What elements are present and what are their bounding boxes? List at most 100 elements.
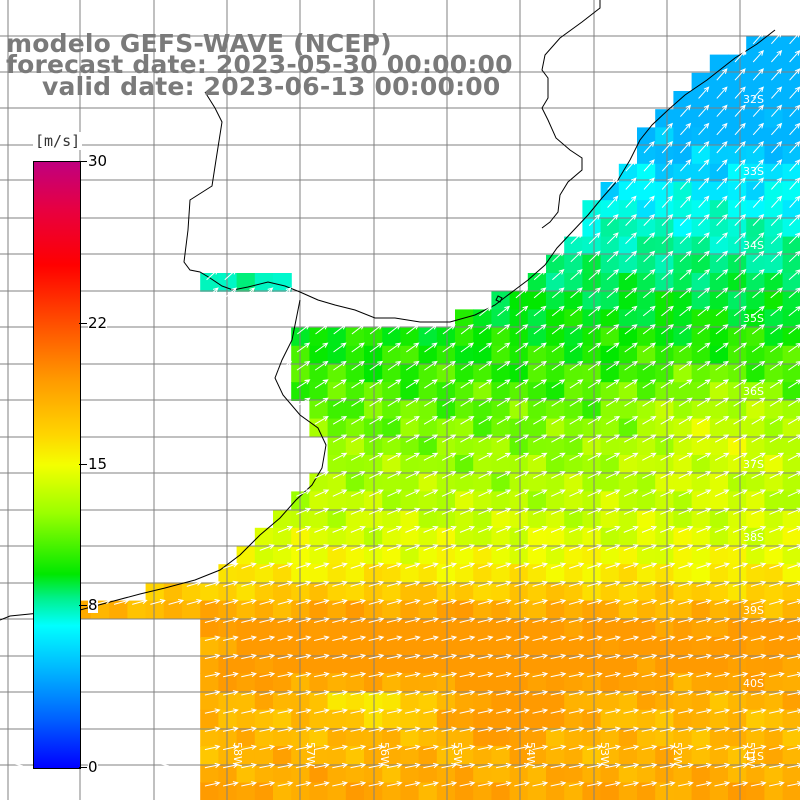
wind-arrow bbox=[206, 269, 219, 281]
wind-arrow bbox=[569, 397, 584, 407]
wind-arrow bbox=[641, 544, 658, 551]
wind-arrow bbox=[369, 471, 384, 479]
wind-cell bbox=[455, 618, 474, 638]
wind-cell bbox=[400, 746, 420, 765]
wind-cell bbox=[655, 746, 674, 765]
wind-arrow bbox=[332, 452, 348, 461]
wind-cell bbox=[582, 418, 602, 438]
wind-arrow bbox=[550, 671, 567, 678]
wind-arrow bbox=[277, 726, 294, 732]
wind-arrow bbox=[332, 489, 348, 497]
wind-arrow bbox=[714, 471, 730, 479]
wind-arrow bbox=[678, 471, 694, 479]
wind-arrow bbox=[333, 324, 347, 335]
wind-cell bbox=[145, 600, 165, 620]
wind-cell bbox=[345, 491, 365, 511]
wind-arrow bbox=[222, 762, 239, 769]
wind-arrow bbox=[369, 434, 384, 443]
wind-cell bbox=[218, 728, 238, 747]
wind-cell bbox=[455, 473, 474, 492]
wind-cell bbox=[728, 436, 747, 456]
wind-arrow bbox=[204, 671, 221, 678]
wind-cell bbox=[728, 509, 747, 529]
wind-arrow bbox=[678, 360, 693, 371]
wind-arrow bbox=[568, 708, 585, 714]
wind-cell bbox=[600, 309, 620, 329]
wind-arrow bbox=[678, 416, 693, 425]
wind-cell bbox=[691, 618, 711, 638]
wind-arrow bbox=[313, 726, 330, 732]
wind-cell bbox=[673, 527, 693, 547]
wind-cell bbox=[382, 400, 401, 420]
wind-cell bbox=[455, 564, 474, 583]
wind-cell bbox=[728, 728, 747, 747]
wind-cell bbox=[746, 655, 765, 674]
wind-cell bbox=[418, 691, 438, 711]
wind-cell bbox=[345, 546, 365, 565]
wind-cell bbox=[418, 546, 438, 565]
wind-arrow bbox=[442, 342, 456, 353]
wind-arrow bbox=[587, 434, 602, 443]
wind-arrow bbox=[680, 177, 692, 190]
wind-arrow bbox=[459, 671, 476, 678]
wind-arrow bbox=[605, 708, 622, 714]
wind-arrow bbox=[734, 213, 747, 226]
wind-arrow bbox=[241, 762, 258, 769]
wind-cell bbox=[200, 728, 219, 747]
wind-cell bbox=[728, 345, 747, 365]
wind-arrow bbox=[332, 653, 349, 660]
wind-arrow bbox=[677, 781, 694, 787]
wind-cell bbox=[637, 527, 656, 547]
wind-cell bbox=[655, 218, 674, 238]
wind-arrow bbox=[423, 599, 439, 605]
wind-cell bbox=[728, 254, 747, 274]
wind-arrow bbox=[186, 599, 203, 605]
wind-cell bbox=[600, 709, 620, 729]
wind-cell bbox=[764, 236, 784, 256]
wind-cell bbox=[509, 418, 529, 438]
wind-arrow bbox=[405, 599, 421, 605]
wind-arrow bbox=[697, 324, 711, 335]
wind-arrow bbox=[224, 269, 237, 281]
wind-arrow bbox=[515, 324, 529, 335]
wind-cell bbox=[455, 509, 474, 529]
wind-cell bbox=[200, 782, 219, 800]
wind-arrow bbox=[533, 379, 548, 389]
wind-arrow bbox=[295, 726, 312, 732]
wind-cell bbox=[254, 691, 274, 711]
wind-arrow bbox=[716, 86, 728, 99]
wind-arrow bbox=[716, 213, 728, 226]
wind-cell bbox=[618, 200, 638, 219]
wind-arrow bbox=[732, 726, 749, 732]
wind-cell bbox=[254, 764, 274, 784]
wind-arrow bbox=[643, 232, 656, 245]
wind-cell bbox=[546, 564, 565, 583]
wind-cell bbox=[309, 637, 329, 656]
wind-arrow bbox=[550, 544, 567, 551]
wind-cell bbox=[618, 509, 638, 529]
wind-cell bbox=[418, 564, 438, 583]
wind-arrow bbox=[424, 324, 438, 335]
wind-arrow bbox=[696, 580, 712, 587]
wind-arrow bbox=[550, 562, 567, 569]
wind-cell bbox=[382, 764, 401, 784]
wind-arrow bbox=[386, 562, 403, 569]
wind-cell bbox=[564, 655, 583, 674]
wind-cell bbox=[691, 546, 711, 565]
wind-arrow bbox=[715, 379, 730, 389]
wind-arrow bbox=[478, 360, 493, 371]
wind-cell bbox=[728, 127, 747, 147]
wind-cell bbox=[527, 527, 547, 547]
wind-cell bbox=[327, 655, 347, 674]
wind-arrow bbox=[386, 599, 403, 605]
wind-cell bbox=[709, 218, 729, 238]
wind-arrow bbox=[587, 599, 603, 605]
wind-arrow bbox=[643, 250, 656, 263]
wind-arrow bbox=[259, 671, 276, 678]
wind-arrow bbox=[332, 726, 349, 732]
wind-arrow bbox=[714, 635, 731, 641]
wind-arrow bbox=[788, 269, 800, 281]
wind-cell bbox=[382, 691, 401, 711]
wind-arrow bbox=[351, 379, 366, 389]
longitude-label: 53W bbox=[598, 742, 611, 767]
